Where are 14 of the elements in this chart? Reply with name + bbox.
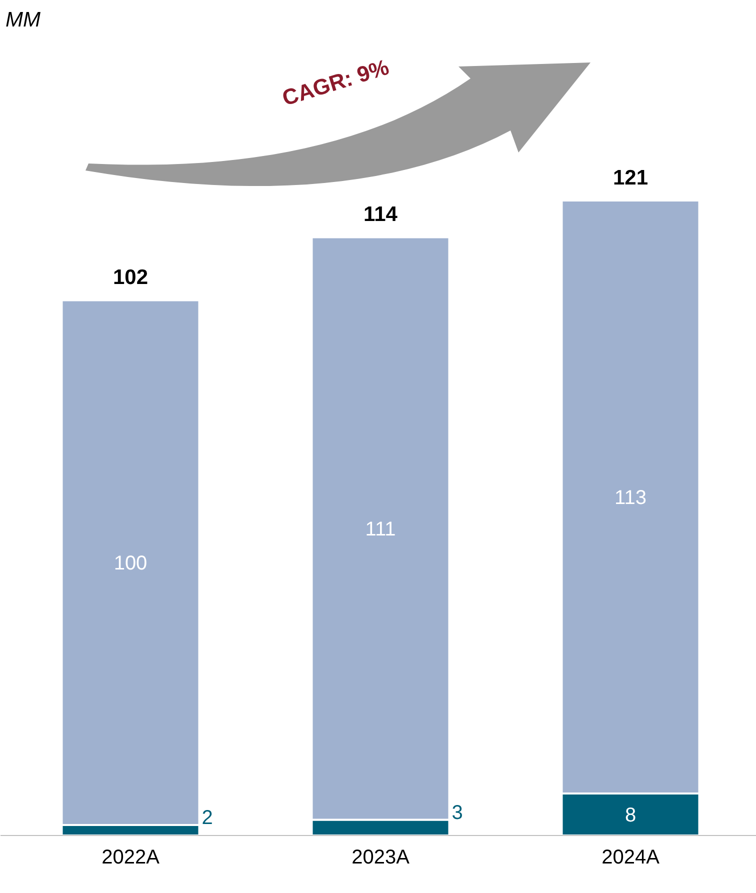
data-label: 3: [452, 802, 463, 824]
total-label: 121: [612, 166, 648, 190]
total-label: 114: [364, 203, 398, 226]
x-tick-label: 2022A: [102, 846, 160, 868]
data-label: 2: [202, 807, 213, 830]
text: MM: [6, 8, 41, 32]
text: CAGR: 9%: [279, 54, 392, 111]
data-label: 100: [114, 552, 148, 575]
x-tick-label: 2024A: [602, 846, 660, 868]
data-label: 113: [614, 487, 646, 510]
total-label: 102: [112, 266, 148, 290]
data-label: 111: [365, 518, 396, 540]
x-tick-label: 2023A: [352, 846, 410, 868]
data-label: 8: [624, 804, 636, 827]
